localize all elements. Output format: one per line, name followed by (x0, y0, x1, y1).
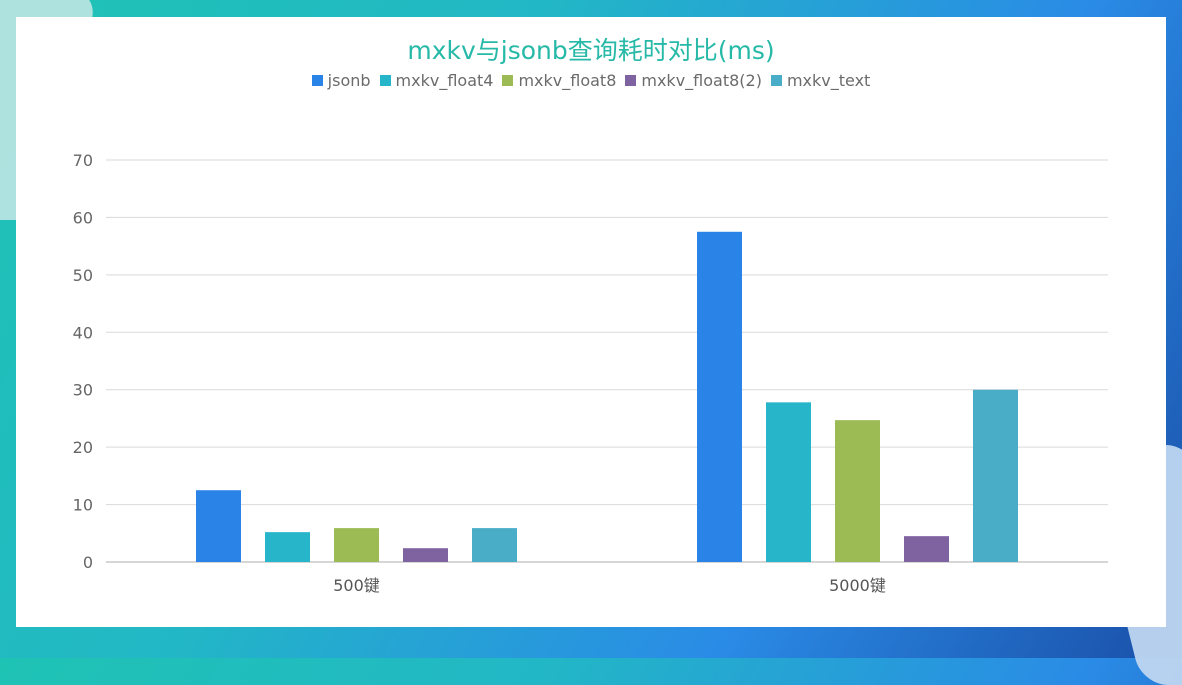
bar-0-1 (265, 532, 310, 562)
bar-1-3 (904, 536, 949, 562)
bar-1-0 (697, 232, 742, 562)
x-category-label-0: 500键 (333, 576, 380, 595)
y-tick-label-0: 0 (83, 553, 93, 572)
bar-0-4 (472, 528, 517, 562)
y-tick-label-2: 20 (73, 438, 93, 457)
y-tick-label-7: 70 (73, 151, 93, 170)
y-tick-label-5: 50 (73, 266, 93, 285)
bar-0-3 (403, 548, 448, 562)
bar-1-1 (766, 402, 811, 562)
bar-1-4 (973, 390, 1018, 562)
bar-chart: 0 10 20 30 40 50 60 70 500键 5000键 (16, 17, 1166, 627)
bar-0-2 (334, 528, 379, 562)
y-tick-label-1: 10 (73, 496, 93, 515)
chart-panel: mxkv与jsonb查询耗时对比(ms) jsonb mxkv_float4 mxk… (16, 17, 1166, 627)
bar-0-0 (196, 490, 241, 562)
x-category-label-1: 5000键 (829, 576, 886, 595)
y-tick-label-4: 40 (73, 323, 93, 342)
bar-1-2 (835, 420, 880, 562)
y-tick-label-6: 60 (73, 208, 93, 227)
y-tick-label-3: 30 (73, 381, 93, 400)
